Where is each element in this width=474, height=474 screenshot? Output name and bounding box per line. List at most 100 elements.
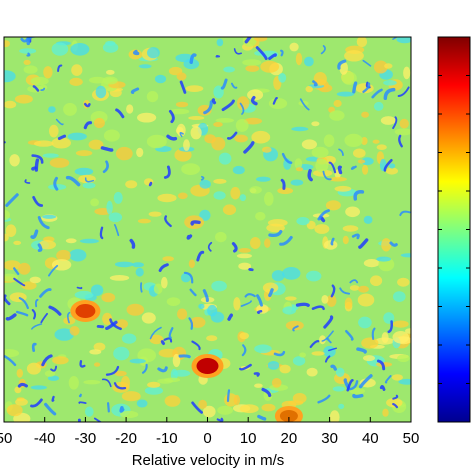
heatmap-speckle <box>232 165 245 175</box>
heatmap-speckle <box>157 193 177 203</box>
heatmap-speckle <box>349 387 365 395</box>
heatmap-speckle <box>137 218 151 224</box>
heatmap-speckle <box>83 380 101 385</box>
heatmap-speckle <box>373 60 388 74</box>
heatmap-streak <box>76 286 83 290</box>
heatmap-streak <box>84 177 95 183</box>
heatmap-speckle <box>333 99 342 108</box>
heatmap-streak <box>179 132 184 138</box>
heatmap-streak <box>328 161 337 174</box>
heatmap-speckle <box>373 101 384 111</box>
heatmap-speckle <box>147 381 161 388</box>
heatmap-speckle <box>69 326 80 336</box>
heatmap-speckle <box>230 186 241 200</box>
heatmap-speckle <box>324 240 338 250</box>
heatmap-streak <box>141 363 148 374</box>
heatmap-speckle <box>51 42 69 56</box>
heatmap-speckle <box>255 211 266 221</box>
heatmap-speckle <box>304 56 314 67</box>
heatmap-speckle <box>103 129 120 142</box>
heatmap-streak <box>280 49 284 57</box>
heatmap-speckle <box>328 176 347 182</box>
colorbar <box>437 36 471 423</box>
heatmap-speckle <box>149 334 164 345</box>
heatmap-speckle <box>188 116 205 120</box>
x-tick-label: -20 <box>115 430 137 447</box>
heatmap-streak <box>178 354 191 359</box>
heatmap-speckle <box>102 42 119 53</box>
heatmap-speckle <box>51 137 71 149</box>
peaks-layer <box>70 300 303 422</box>
heatmap-speckle <box>89 349 102 355</box>
heatmap-speckle <box>383 80 397 86</box>
heatmap-speckle <box>255 176 271 182</box>
heatmap-speckle <box>380 116 396 125</box>
heatmap-streak <box>188 317 194 330</box>
heatmap-speckle <box>323 134 335 147</box>
heatmap-speckle <box>363 259 380 268</box>
heatmap-speckle <box>16 368 23 378</box>
heatmap-streak <box>383 87 396 101</box>
heatmap-speckle <box>166 297 181 306</box>
heatmap-speckle <box>174 148 192 162</box>
heatmap-speckle <box>197 104 212 116</box>
heatmap-speckle <box>126 104 134 114</box>
heatmap-speckle <box>285 320 304 331</box>
x-tick-label: 0 <box>203 430 211 447</box>
heatmap-streak <box>186 234 193 240</box>
heatmap-speckle <box>144 386 163 395</box>
heatmap-speckle <box>132 262 144 268</box>
heatmap-streak <box>362 59 372 67</box>
heatmap-speckle <box>361 137 368 145</box>
heatmap-streak <box>158 263 169 272</box>
heatmap-speckle <box>238 262 252 270</box>
heatmap-speckle <box>63 102 77 116</box>
heatmap-streak <box>163 337 173 343</box>
heatmap-speckle <box>392 331 410 344</box>
heatmap-speckle <box>282 306 297 315</box>
heatmap-streak <box>31 323 43 330</box>
heatmap-speckle <box>101 292 116 303</box>
colorbar-scale <box>437 36 471 423</box>
heatmap-speckle <box>115 319 128 329</box>
x-tick-label: 30 <box>321 430 338 447</box>
heatmap-speckle <box>19 48 37 54</box>
heatmap-speckle <box>291 126 309 132</box>
heatmap-speckle <box>21 281 37 290</box>
heatmap-streak <box>268 288 274 298</box>
heatmap-streak <box>113 382 127 390</box>
heatmap-speckle <box>358 285 369 293</box>
heatmap-speckle <box>217 405 234 415</box>
heatmap-streak <box>163 165 171 179</box>
heatmap-speckle <box>284 296 297 301</box>
heatmap-speckle <box>15 398 28 406</box>
heatmap-speckle <box>314 224 330 234</box>
heatmap-speckle <box>4 349 20 358</box>
heatmap-speckle <box>126 303 145 316</box>
heatmap-streak <box>371 88 383 99</box>
heatmap-speckle <box>353 148 366 158</box>
heatmap-speckle <box>9 154 20 167</box>
heatmap-speckle <box>385 167 398 175</box>
heatmap-streak <box>312 80 318 87</box>
heatmap-speckle <box>311 146 329 159</box>
heatmap-streak <box>244 293 256 298</box>
heatmap-streak <box>345 329 354 341</box>
heatmap-speckle <box>381 332 389 344</box>
heatmap-streak <box>398 134 403 148</box>
heatmap-streak <box>230 82 238 89</box>
heatmap-streak <box>295 302 310 307</box>
heatmap-speckle <box>49 124 59 138</box>
plot-area: 50 -40 -30 -20 -10 0 10 20 30 40 50 <box>0 36 419 447</box>
heatmap-speckle <box>344 133 363 147</box>
heatmap-speckle <box>319 335 326 345</box>
heatmap-speckle <box>94 362 101 367</box>
heatmap-speckle <box>23 59 31 65</box>
heatmap-streak <box>273 350 286 357</box>
heatmap-speckle <box>397 277 410 287</box>
heatmap-speckle <box>301 139 317 150</box>
heatmap-speckle <box>185 85 204 92</box>
heatmap-speckle <box>198 303 205 310</box>
heatmap-streak <box>31 154 44 164</box>
heatmap-streak <box>83 102 91 108</box>
